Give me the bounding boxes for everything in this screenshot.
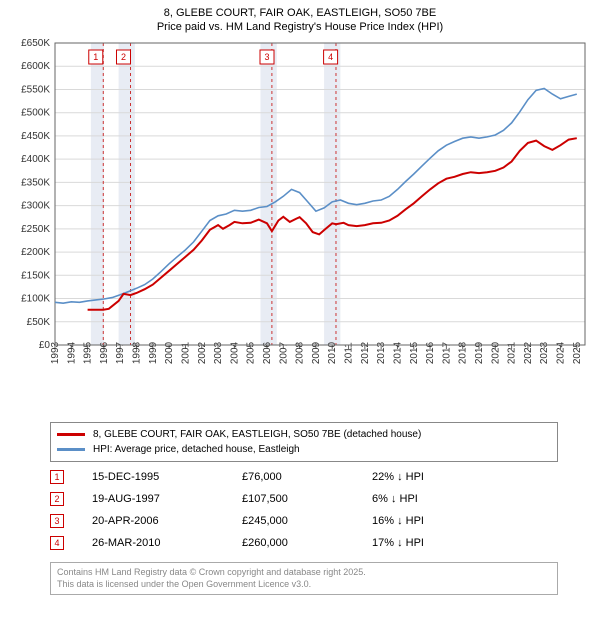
row-pct: 22% ↓ HPI	[372, 471, 512, 483]
svg-text:4: 4	[328, 52, 333, 62]
row-price: £245,000	[242, 515, 372, 527]
svg-text:£50K: £50K	[27, 316, 51, 327]
svg-text:£500K: £500K	[21, 107, 50, 118]
legend-swatch	[57, 448, 85, 451]
row-pct: 6% ↓ HPI	[372, 493, 512, 505]
chart-title: 8, GLEBE COURT, FAIR OAK, EASTLEIGH, SO5…	[0, 0, 600, 35]
legend-item: HPI: Average price, detached house, East…	[57, 442, 551, 457]
svg-text:£300K: £300K	[21, 200, 50, 211]
table-row: 1 15-DEC-1995£76,00022% ↓ HPI	[50, 466, 558, 488]
title-line1: 8, GLEBE COURT, FAIR OAK, EASTLEIGH, SO5…	[0, 6, 600, 20]
legend-label: 8, GLEBE COURT, FAIR OAK, EASTLEIGH, SO5…	[93, 427, 421, 442]
line-chart: £0 £50K £100K £150K £200K £250K £300K £350K £400…	[0, 35, 600, 405]
svg-text:£650K: £650K	[21, 38, 50, 49]
footer-attribution: Contains HM Land Registry data © Crown c…	[50, 562, 558, 595]
svg-text:1: 1	[93, 52, 98, 62]
svg-text:£400K: £400K	[21, 154, 50, 165]
title-line2: Price paid vs. HM Land Registry's House …	[0, 20, 600, 34]
row-date: 26-MAR-2010	[92, 537, 242, 549]
row-date: 19-AUG-1997	[92, 493, 242, 505]
chart-area: £0 £50K £100K £150K £200K £250K £300K £350K £400…	[0, 35, 600, 405]
row-price: £260,000	[242, 537, 372, 549]
svg-text:£200K: £200K	[21, 247, 50, 258]
legend-item: 8, GLEBE COURT, FAIR OAK, EASTLEIGH, SO5…	[57, 427, 551, 442]
table-row: 4 26-MAR-2010£260,00017% ↓ HPI	[50, 532, 558, 554]
row-pct: 17% ↓ HPI	[372, 537, 512, 549]
svg-text:3: 3	[264, 52, 269, 62]
row-pct: 16% ↓ HPI	[372, 515, 512, 527]
svg-text:2: 2	[121, 52, 126, 62]
table-row: 2 19-AUG-1997£107,5006% ↓ HPI	[50, 488, 558, 510]
row-date: 20-APR-2006	[92, 515, 242, 527]
row-date: 15-DEC-1995	[92, 471, 242, 483]
row-marker: 4	[50, 536, 64, 550]
svg-text:£0: £0	[39, 340, 51, 351]
row-marker: 3	[50, 514, 64, 528]
transactions-table: 1 15-DEC-1995£76,00022% ↓ HPI 2 19-AUG-1997…	[50, 466, 558, 554]
row-marker: 2	[50, 492, 64, 506]
svg-text:£550K: £550K	[21, 84, 50, 95]
svg-text:£100K: £100K	[21, 293, 50, 304]
footer-line1: Contains HM Land Registry data © Crown c…	[57, 567, 551, 579]
row-price: £107,500	[242, 493, 372, 505]
svg-text:£150K: £150K	[21, 270, 50, 281]
svg-text:£450K: £450K	[21, 131, 50, 142]
svg-text:£350K: £350K	[21, 177, 50, 188]
legend: 8, GLEBE COURT, FAIR OAK, EASTLEIGH, SO5…	[50, 422, 558, 462]
legend-label: HPI: Average price, detached house, East…	[93, 442, 300, 457]
row-marker: 1	[50, 470, 64, 484]
legend-swatch	[57, 433, 85, 436]
svg-text:£250K: £250K	[21, 223, 50, 234]
footer-line2: This data is licensed under the Open Gov…	[57, 579, 551, 591]
row-price: £76,000	[242, 471, 372, 483]
table-row: 3 20-APR-2006£245,00016% ↓ HPI	[50, 510, 558, 532]
svg-text:£600K: £600K	[21, 61, 50, 72]
